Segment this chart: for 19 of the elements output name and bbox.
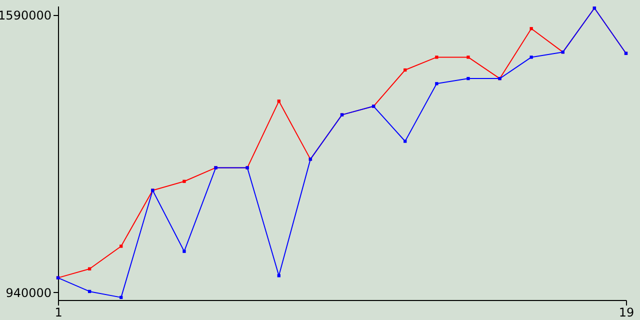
- point: [466, 56, 470, 59]
- point: [435, 56, 438, 59]
- point: [277, 274, 280, 278]
- x-tick-label: 1: [54, 306, 62, 320]
- point: [182, 250, 186, 253]
- point: [530, 56, 533, 59]
- point: [88, 267, 92, 270]
- point: [277, 100, 280, 103]
- point: [182, 180, 186, 183]
- point: [466, 76, 470, 80]
- point: [88, 290, 92, 294]
- point: [120, 244, 123, 248]
- y-tick-label: 940000: [6, 286, 52, 300]
- point: [435, 82, 438, 86]
- point: [404, 140, 407, 143]
- x-tick-label: 19: [618, 306, 634, 320]
- point: [120, 296, 123, 300]
- point: [530, 27, 533, 30]
- point: [404, 68, 407, 72]
